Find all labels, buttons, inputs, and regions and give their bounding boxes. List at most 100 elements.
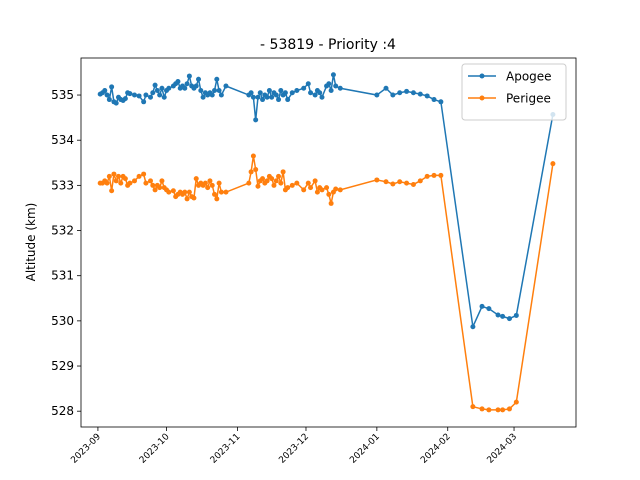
- data-point: [328, 200, 334, 206]
- data-point: [550, 161, 556, 167]
- data-point: [198, 88, 204, 94]
- data-point: [330, 72, 336, 78]
- data-point: [305, 180, 311, 186]
- data-point: [218, 92, 224, 98]
- data-point: [109, 84, 115, 90]
- data-point: [200, 94, 206, 100]
- data-point: [214, 76, 220, 82]
- data-point: [260, 176, 266, 182]
- data-point: [248, 169, 254, 175]
- data-point: [276, 97, 282, 103]
- data-point: [207, 178, 213, 184]
- data-point: [506, 406, 512, 412]
- data-point: [118, 180, 124, 186]
- data-point: [317, 90, 323, 96]
- data-point: [223, 83, 229, 89]
- data-point: [280, 169, 286, 175]
- data-point: [383, 85, 389, 91]
- data-point: [308, 185, 314, 191]
- data-point: [102, 88, 108, 94]
- data-point: [218, 189, 224, 195]
- data-point: [390, 181, 396, 187]
- data-point: [115, 173, 121, 179]
- data-point: [404, 180, 410, 186]
- data-point: [500, 407, 506, 413]
- data-point: [374, 92, 380, 98]
- data-point: [264, 94, 270, 100]
- data-point: [214, 196, 220, 202]
- data-point: [417, 91, 423, 97]
- data-point: [209, 182, 215, 188]
- data-point: [513, 312, 519, 318]
- data-point: [314, 189, 320, 195]
- data-point: [182, 85, 188, 91]
- y-tick-label: 529: [51, 359, 74, 373]
- data-point: [404, 88, 410, 94]
- y-tick-label: 532: [51, 224, 74, 238]
- data-point: [424, 93, 430, 99]
- data-point: [157, 185, 163, 191]
- y-tick-label: 534: [51, 133, 74, 147]
- data-point: [397, 179, 403, 185]
- data-point: [285, 97, 291, 103]
- y-tick-label: 531: [51, 269, 74, 283]
- data-point: [154, 88, 160, 94]
- data-point: [152, 187, 158, 193]
- data-point: [113, 100, 119, 106]
- data-point: [301, 85, 307, 91]
- data-point: [289, 182, 295, 188]
- data-point: [250, 94, 256, 100]
- data-point: [289, 90, 295, 96]
- y-tick-label: 535: [51, 88, 74, 102]
- data-point: [136, 93, 142, 99]
- data-point: [260, 97, 266, 103]
- data-point: [417, 178, 423, 184]
- data-point: [170, 188, 176, 194]
- y-tick-label: 530: [51, 314, 74, 328]
- data-point: [127, 180, 133, 186]
- data-point: [191, 195, 197, 201]
- data-point: [223, 189, 229, 195]
- data-point: [495, 407, 501, 413]
- y-axis-label: Altitude (km): [24, 203, 38, 282]
- data-point: [424, 173, 430, 179]
- data-point: [196, 76, 202, 82]
- data-point: [152, 82, 158, 88]
- data-point: [175, 78, 181, 84]
- data-point: [266, 88, 272, 94]
- data-point: [410, 90, 416, 96]
- data-point: [337, 85, 343, 91]
- data-point: [438, 99, 444, 105]
- data-point: [326, 191, 332, 197]
- data-point: [486, 306, 492, 312]
- data-point: [470, 324, 476, 330]
- data-point: [273, 92, 279, 98]
- data-point: [294, 88, 300, 94]
- data-point: [431, 97, 437, 103]
- data-point: [301, 187, 307, 193]
- data-point: [328, 88, 334, 94]
- data-point: [150, 90, 156, 96]
- data-point: [479, 303, 485, 309]
- data-point: [136, 173, 142, 179]
- data-point: [264, 178, 270, 184]
- data-point: [205, 185, 211, 191]
- data-point: [143, 180, 149, 186]
- legend-marker: [479, 95, 485, 101]
- data-point: [166, 85, 172, 91]
- data-point: [276, 173, 282, 179]
- data-point: [109, 188, 115, 194]
- data-point: [269, 94, 275, 100]
- plot-frame: [80, 57, 577, 428]
- legend-box: [461, 63, 567, 121]
- data-point: [184, 81, 190, 87]
- data-point: [148, 178, 154, 184]
- data-point: [269, 176, 275, 182]
- data-point: [182, 189, 188, 195]
- data-point: [246, 180, 252, 186]
- data-point: [143, 92, 149, 98]
- data-point: [193, 83, 199, 89]
- legend-label: Apogee: [506, 70, 552, 84]
- data-point: [431, 172, 437, 178]
- data-point: [308, 90, 314, 96]
